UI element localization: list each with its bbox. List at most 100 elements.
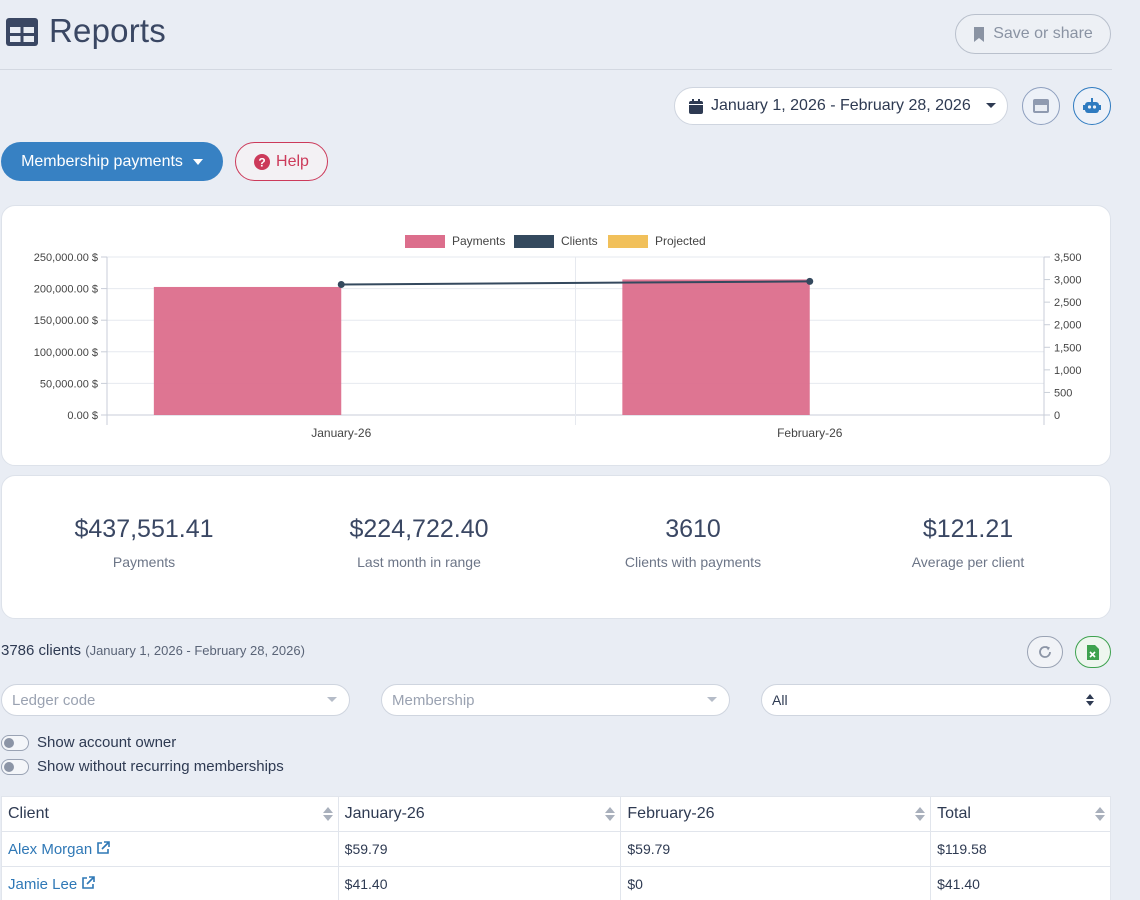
client-name: Jamie Lee xyxy=(8,875,78,893)
page-title: Reports xyxy=(49,12,166,49)
external-link-icon xyxy=(97,840,111,854)
y-left-tick-label: 100,000.00 $ xyxy=(34,347,98,359)
column-header-label: Client xyxy=(8,805,49,822)
y-right-tick-label: 500 xyxy=(1054,387,1072,399)
table-grid-icon xyxy=(6,18,38,46)
show-account-owner-toggle-row: Show account owner xyxy=(1,734,176,751)
stat-label: Payments xyxy=(112,554,176,570)
date-range-picker[interactable]: January 1, 2026 - February 28, 2026 xyxy=(674,87,1008,125)
membership-select[interactable]: Membership xyxy=(381,684,730,716)
stat-clients-with-payments: 3610 Clients with payments xyxy=(558,515,828,570)
column-header-client[interactable]: Client xyxy=(1,796,339,832)
excel-file-icon xyxy=(1087,644,1099,660)
table-row: Jamie Lee $41.40 $0 $41.40 xyxy=(1,866,1111,900)
y-left-tick-label: 50,000.00 $ xyxy=(40,378,98,390)
report-type-label: Membership payments xyxy=(21,152,183,170)
stat-value: 3610 xyxy=(665,515,721,543)
y-right-tick-label: 3,500 xyxy=(1054,252,1082,264)
column-header-label: February-26 xyxy=(627,805,715,822)
column-header-february[interactable]: February-26 xyxy=(620,796,932,832)
y-left-tick-label: 250,000.00 $ xyxy=(34,252,98,264)
export-excel-button[interactable] xyxy=(1075,636,1111,668)
stat-last-month: $224,722.40 Last month in range xyxy=(284,515,554,570)
status-select-value: All xyxy=(772,692,788,708)
payments-bar xyxy=(622,279,810,415)
cell-february: $59.79 xyxy=(620,831,932,867)
assistant-button[interactable] xyxy=(1073,87,1111,125)
save-or-share-button[interactable]: Save or share xyxy=(955,14,1111,54)
report-type-dropdown[interactable]: Membership payments xyxy=(1,142,223,181)
sort-arrows-icon xyxy=(605,807,616,821)
clients-count-value: 3786 clients xyxy=(1,642,82,659)
show-account-owner-label: Show account owner xyxy=(37,734,177,751)
stat-average-per-client: $121.21 Average per client xyxy=(833,515,1103,570)
status-select[interactable]: All xyxy=(761,684,1111,716)
cell-total: $119.58 xyxy=(930,831,1111,867)
svg-text:?: ? xyxy=(258,155,265,169)
sort-arrows-icon xyxy=(1095,807,1105,821)
y-left-tick-label: 150,000.00 $ xyxy=(34,315,98,327)
clients-count-range: (January 1, 2026 - February 28, 2026) xyxy=(85,643,305,658)
sort-arrows-icon xyxy=(322,807,333,821)
cell-january: $59.79 xyxy=(337,831,622,867)
client-name: Alex Morgan xyxy=(8,840,93,858)
cell-total: $41.40 xyxy=(930,866,1111,900)
table-row: Alex Morgan $59.79 $59.79 $119.58 xyxy=(1,831,1111,867)
legend-label: Payments xyxy=(452,234,505,248)
y-left-tick-label: 200,000.00 $ xyxy=(34,284,98,296)
help-label: Help xyxy=(276,152,309,170)
payments-chart: 0.00 $ 50,000.00 $ 100,000.00 $ 150,000.00 … xyxy=(34,234,1082,440)
client-link[interactable]: Alex Morgan xyxy=(1,831,339,867)
ledger-code-select[interactable]: Ledger code xyxy=(1,684,350,716)
stat-payments: $437,551.41 Payments xyxy=(9,515,279,570)
x-tick-label: January-26 xyxy=(311,426,371,440)
clients-point xyxy=(337,281,345,289)
header-divider xyxy=(0,69,1112,70)
show-account-owner-toggle[interactable] xyxy=(1,734,29,751)
show-without-recurring-label: Show without recurring memberships xyxy=(37,758,284,775)
bookmark-icon xyxy=(974,26,985,42)
column-header-total[interactable]: Total xyxy=(930,796,1111,832)
stats-card xyxy=(1,475,1111,619)
legend-label: Clients xyxy=(561,234,598,248)
legend-swatch xyxy=(608,235,648,248)
column-header-label: Total xyxy=(937,805,971,822)
date-range-label: January 1, 2026 - February 28, 2026 xyxy=(711,97,971,114)
caret-down-icon xyxy=(192,158,203,165)
robot-icon xyxy=(1083,98,1101,113)
stat-value: $437,551.41 xyxy=(74,515,214,543)
y-right-tick-label: 3,000 xyxy=(1054,275,1082,287)
show-without-recurring-toggle[interactable] xyxy=(1,758,29,775)
cell-february: $0 xyxy=(620,866,932,900)
x-tick-label: February-26 xyxy=(777,426,843,440)
membership-placeholder: Membership xyxy=(392,691,475,709)
column-header-january[interactable]: January-26 xyxy=(337,796,622,832)
layout-icon xyxy=(1033,99,1049,113)
stat-label: Clients with payments xyxy=(624,554,762,570)
payments-bar xyxy=(153,286,342,415)
chevron-down-icon xyxy=(985,103,996,108)
y-left-tick-label: 0.00 $ xyxy=(67,410,98,422)
save-or-share-label: Save or share xyxy=(993,25,1093,42)
clients-table: Client January-26 February-26 Total Alex… xyxy=(1,796,1111,900)
client-link[interactable]: Jamie Lee xyxy=(1,866,339,900)
refresh-icon xyxy=(1039,646,1051,658)
refresh-button[interactable] xyxy=(1027,636,1063,668)
legend-label: Projected xyxy=(655,234,706,248)
sort-arrows-icon xyxy=(915,807,926,821)
table-header-row: Client January-26 February-26 Total xyxy=(1,796,1111,832)
show-without-recurring-toggle-row: Show without recurring memberships xyxy=(1,758,284,775)
y-right-tick-label: 1,500 xyxy=(1054,342,1082,354)
cell-january: $41.40 xyxy=(337,866,622,900)
column-header-label: January-26 xyxy=(344,805,425,822)
caret-down-icon xyxy=(707,697,717,702)
calendar-icon xyxy=(689,98,703,114)
help-button[interactable]: ? Help xyxy=(235,142,328,181)
stat-label: Last month in range xyxy=(357,554,481,570)
question-circle-icon: ? xyxy=(254,153,271,170)
y-right-tick-label: 1,000 xyxy=(1054,365,1082,377)
stat-value: $224,722.40 xyxy=(349,515,489,543)
clients-line xyxy=(341,280,810,286)
view-toggle-button[interactable] xyxy=(1022,87,1060,125)
y-right-tick-label: 0 xyxy=(1054,410,1060,422)
